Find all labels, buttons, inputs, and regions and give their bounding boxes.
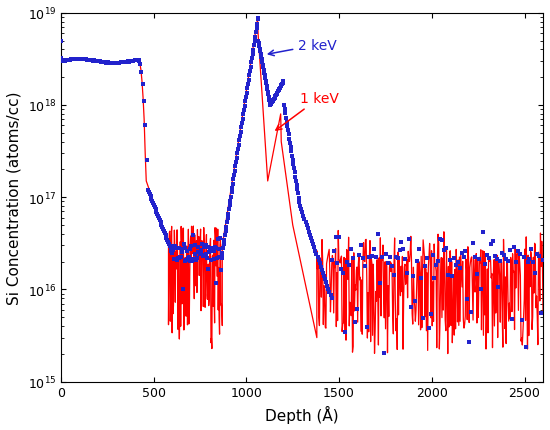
Text: 2 keV: 2 keV xyxy=(268,39,337,56)
X-axis label: Depth (Å): Depth (Å) xyxy=(265,405,339,423)
Text: 1 keV: 1 keV xyxy=(276,92,339,131)
Y-axis label: Si Concentration (atoms/cc): Si Concentration (atoms/cc) xyxy=(7,91,22,304)
